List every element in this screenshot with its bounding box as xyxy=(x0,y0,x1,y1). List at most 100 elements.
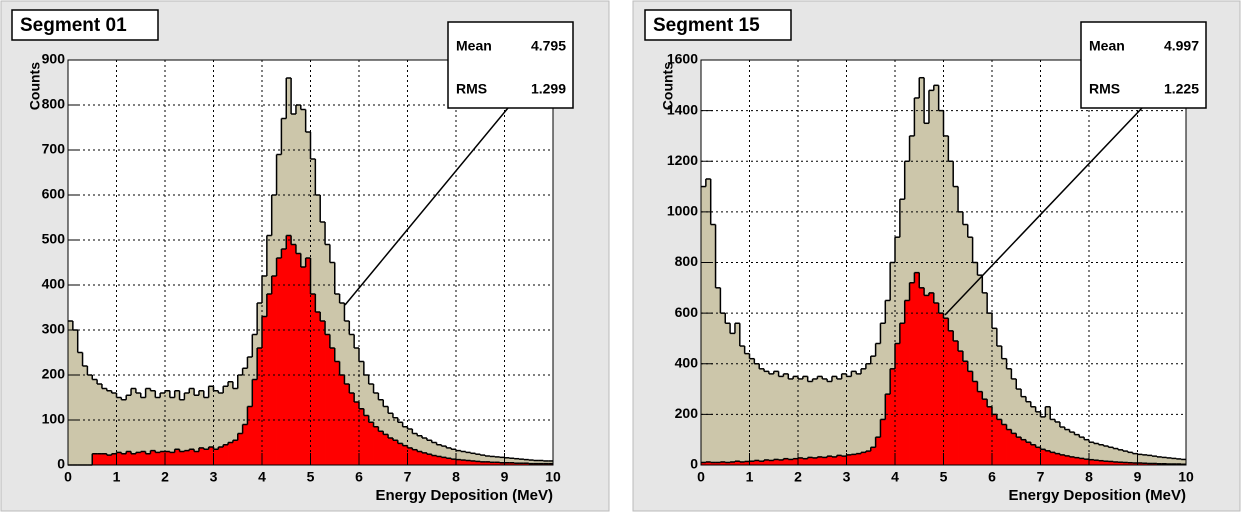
histogram-bin xyxy=(1040,449,1046,465)
histogram-bin xyxy=(1089,459,1095,465)
histogram-bin xyxy=(861,368,867,465)
plot-frame xyxy=(700,59,1187,466)
histogram-bin xyxy=(739,461,746,465)
histogram-bin xyxy=(169,397,176,465)
x-tick-label: 10 xyxy=(1178,469,1194,485)
histogram-bin xyxy=(1147,463,1153,465)
histogram-bin xyxy=(996,346,1003,465)
histogram-bin xyxy=(1030,406,1037,465)
histogram-bin xyxy=(72,330,79,465)
x-axis-title: Energy Deposition (MeV) xyxy=(1008,487,1186,504)
histogram-bin xyxy=(1103,461,1109,465)
histogram-bin xyxy=(286,235,292,465)
histogram-bin xyxy=(987,406,993,465)
histogram-bin xyxy=(407,429,413,465)
histogram-bin xyxy=(1089,442,1095,465)
y-tick-label: 0 xyxy=(57,456,65,472)
stats-pointer xyxy=(944,107,1143,316)
histogram-bin xyxy=(1055,453,1061,465)
histogram-bin xyxy=(725,323,731,465)
histogram-bin xyxy=(203,397,210,465)
histogram-bin xyxy=(189,449,195,465)
histogram-bin xyxy=(441,446,447,465)
histogram-bin xyxy=(807,381,813,465)
histogram-bin xyxy=(1176,458,1182,465)
histogram-bin xyxy=(460,460,467,465)
histogram-bin xyxy=(831,456,838,465)
histogram-bin xyxy=(851,371,857,465)
histogram-bin xyxy=(218,393,224,465)
histogram-bin xyxy=(368,422,374,465)
histogram-bin xyxy=(485,461,491,465)
histogram-bin xyxy=(140,451,146,465)
histogram-bin xyxy=(87,375,93,465)
x-axis-title: Energy Deposition (MeV) xyxy=(375,487,553,504)
histogram-bin xyxy=(456,450,462,465)
y-tick-label: 800 xyxy=(42,96,66,112)
histogram-bin xyxy=(359,408,365,465)
histogram-bin xyxy=(1035,411,1041,465)
histogram-bin xyxy=(436,456,442,465)
histogram-bin xyxy=(822,457,828,465)
x-tick-label: 1 xyxy=(113,469,121,485)
histogram-bin xyxy=(802,458,809,465)
histogram-bin xyxy=(1132,453,1138,465)
histogram-bin xyxy=(446,447,452,465)
histogram-bin xyxy=(1006,368,1012,465)
histogram-bin xyxy=(919,77,925,465)
histogram-bin xyxy=(1016,389,1022,465)
histogram-bin xyxy=(363,415,370,465)
histogram-bin xyxy=(111,453,117,465)
histogram-bin xyxy=(1001,424,1007,465)
histogram-bin xyxy=(155,397,161,465)
histogram-bin xyxy=(1147,455,1153,465)
histogram-bin xyxy=(1069,432,1075,465)
x-tick-label: 0 xyxy=(64,469,72,485)
histogram-bin xyxy=(1059,454,1066,465)
histogram-bin xyxy=(184,450,190,465)
histogram-bin xyxy=(329,348,336,465)
histogram-bin xyxy=(252,379,258,465)
histogram-bin xyxy=(890,368,896,465)
y-tick-label: 1000 xyxy=(667,203,698,219)
histogram-bin xyxy=(1122,462,1129,465)
y-tick-label: 200 xyxy=(42,366,66,382)
histogram-bin xyxy=(958,211,964,465)
histogram-bin xyxy=(470,460,476,465)
histogram-bin xyxy=(1040,416,1046,465)
histogram-bin xyxy=(982,292,988,465)
histogram-bin xyxy=(198,447,205,465)
histogram-bin xyxy=(1113,461,1119,465)
x-tick-label: 3 xyxy=(843,469,851,485)
histogram-bin xyxy=(242,368,248,465)
histogram-bin xyxy=(228,381,234,465)
x-tick-label: 0 xyxy=(697,469,705,485)
histogram-bin xyxy=(972,381,978,465)
histogram-bin xyxy=(1152,463,1158,465)
histogram-bin xyxy=(422,452,428,465)
histogram-bin xyxy=(831,376,838,465)
histogram-bin xyxy=(1016,437,1022,465)
stats-box xyxy=(1080,21,1207,109)
histogram-bin xyxy=(451,449,457,465)
histogram-bin xyxy=(160,451,166,465)
y-tick-label: 700 xyxy=(42,141,66,157)
histogram-bin xyxy=(131,453,137,465)
histogram-bin xyxy=(1084,459,1090,465)
histogram-bin xyxy=(1161,457,1167,465)
x-tick-label: 2 xyxy=(794,469,802,485)
histogram-bin xyxy=(247,406,253,465)
x-tick-label: 4 xyxy=(891,469,899,485)
histogram-bin xyxy=(1064,455,1070,465)
y-tick-label: 900 xyxy=(42,51,66,67)
histogram-bin xyxy=(938,110,944,465)
histogram-bin xyxy=(179,399,185,465)
histogram-bin xyxy=(485,456,491,465)
histogram-bin xyxy=(378,431,384,465)
histogram-bin xyxy=(523,459,530,465)
histogram-bin xyxy=(1103,446,1109,465)
histogram-bin xyxy=(870,447,876,465)
histogram-bin xyxy=(705,178,712,465)
histogram-bin xyxy=(759,368,765,465)
histogram-bin xyxy=(987,313,993,465)
